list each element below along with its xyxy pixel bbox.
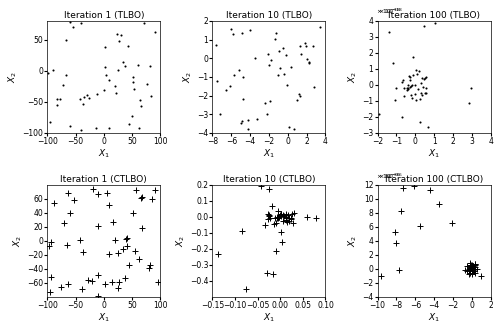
Y-axis label: $X_2$: $X_2$: [347, 235, 360, 247]
Title: Iteration 100 (CTLBO): Iteration 100 (CTLBO): [385, 175, 483, 184]
X-axis label: $X_1$: $X_1$: [428, 147, 440, 160]
Y-axis label: $X_2$: $X_2$: [12, 235, 24, 247]
Title: Iteration 10 (TLBO): Iteration 10 (TLBO): [226, 11, 312, 20]
Y-axis label: $X_2$: $X_2$: [174, 235, 187, 247]
Y-axis label: $X_2$: $X_2$: [182, 71, 194, 83]
X-axis label: $X_1$: $X_1$: [263, 311, 275, 324]
Y-axis label: $X_2$: $X_2$: [7, 71, 20, 83]
Title: Iteration 100 (TLBO): Iteration 100 (TLBO): [388, 11, 480, 20]
Y-axis label: $X_2$: $X_2$: [347, 71, 360, 83]
X-axis label: $X_1$: $X_1$: [98, 147, 110, 160]
Text: $\times\,10^{-36}$: $\times\,10^{-36}$: [376, 171, 402, 180]
Text: $\times\,10^{-18}$: $\times\,10^{-18}$: [376, 7, 402, 17]
X-axis label: $X_1$: $X_1$: [98, 311, 110, 324]
X-axis label: $X_1$: $X_1$: [428, 311, 440, 324]
Text: $\times\,10^{-36}$: $\times\,10^{-36}$: [378, 171, 402, 180]
Title: Iteration 1 (TLBO): Iteration 1 (TLBO): [64, 11, 144, 20]
X-axis label: $X_1$: $X_1$: [263, 147, 275, 160]
Title: Iteration 10 (CTLBO): Iteration 10 (CTLBO): [222, 175, 315, 184]
Title: Iteration 1 (CTLBO): Iteration 1 (CTLBO): [60, 175, 147, 184]
Text: $\times\,10^{-18}$: $\times\,10^{-18}$: [378, 7, 402, 17]
